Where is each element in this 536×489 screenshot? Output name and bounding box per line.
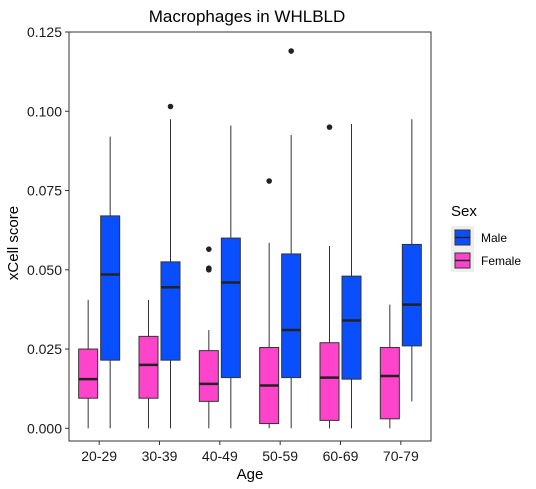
x-tick-label: 50-59 <box>262 448 298 464</box>
male-box-60-69 <box>341 123 362 429</box>
y-axis-title: xCell score <box>5 206 22 280</box>
male-box-20-29 <box>100 136 121 429</box>
x-tick-label: 30-39 <box>142 448 178 464</box>
female-box-body <box>379 346 400 420</box>
female-box-body <box>319 342 340 421</box>
female-outlier-point <box>326 124 333 130</box>
female-outlier-point <box>266 178 272 184</box>
male-box-body <box>281 253 302 379</box>
male-box-body <box>401 243 422 347</box>
x-tick-label: 70-79 <box>383 448 419 464</box>
y-tick-label: 0.075 <box>27 183 62 199</box>
female-box-30-39 <box>138 299 159 429</box>
female-box-20-29 <box>78 299 99 429</box>
male-box-body <box>100 215 121 361</box>
male-box-body <box>220 237 241 379</box>
male-box-30-39 <box>160 103 181 429</box>
legend-label-female: Female <box>481 254 521 268</box>
chart-title: Macrophages in WHLBLD <box>149 7 346 26</box>
y-tick-label: 0.050 <box>27 262 62 278</box>
female-box-body <box>78 348 99 399</box>
plot-panel-border <box>68 31 432 442</box>
male-box-70-79 <box>401 119 422 402</box>
x-tick-label: 60-69 <box>323 448 359 464</box>
female-box-body <box>198 350 219 402</box>
legend-label-male: Male <box>481 231 507 245</box>
x-tick-label: 40-49 <box>202 448 238 464</box>
male-box-40-49 <box>220 125 241 429</box>
female-box-50-59 <box>259 178 280 429</box>
female-outlier-point <box>206 246 212 252</box>
y-tick-label: 0.125 <box>27 24 62 40</box>
y-tick-label: 0.100 <box>27 103 62 119</box>
male-box-body <box>341 275 362 380</box>
male-outlier-point <box>167 103 174 110</box>
x-axis-title: Age <box>237 466 264 483</box>
y-tick-label: 0.000 <box>27 420 62 436</box>
female-box-body <box>138 335 159 399</box>
female-box-70-79 <box>379 304 400 429</box>
x-tick-label: 20-29 <box>81 448 117 464</box>
legend: Sex Male Female <box>451 203 521 272</box>
male-box-body <box>160 261 181 361</box>
female-box-60-69 <box>319 124 340 429</box>
female-box-40-49 <box>198 246 219 429</box>
male-box-50-59 <box>281 48 302 429</box>
male-outlier-point <box>288 48 294 54</box>
female-outlier-point <box>206 266 212 273</box>
y-tick-label: 0.025 <box>27 341 62 357</box>
legend-title: Sex <box>451 203 477 220</box>
plot-area: 0.000 0.025 0.050 0.075 0.100 0.125 20-29 30-39… <box>27 24 432 464</box>
